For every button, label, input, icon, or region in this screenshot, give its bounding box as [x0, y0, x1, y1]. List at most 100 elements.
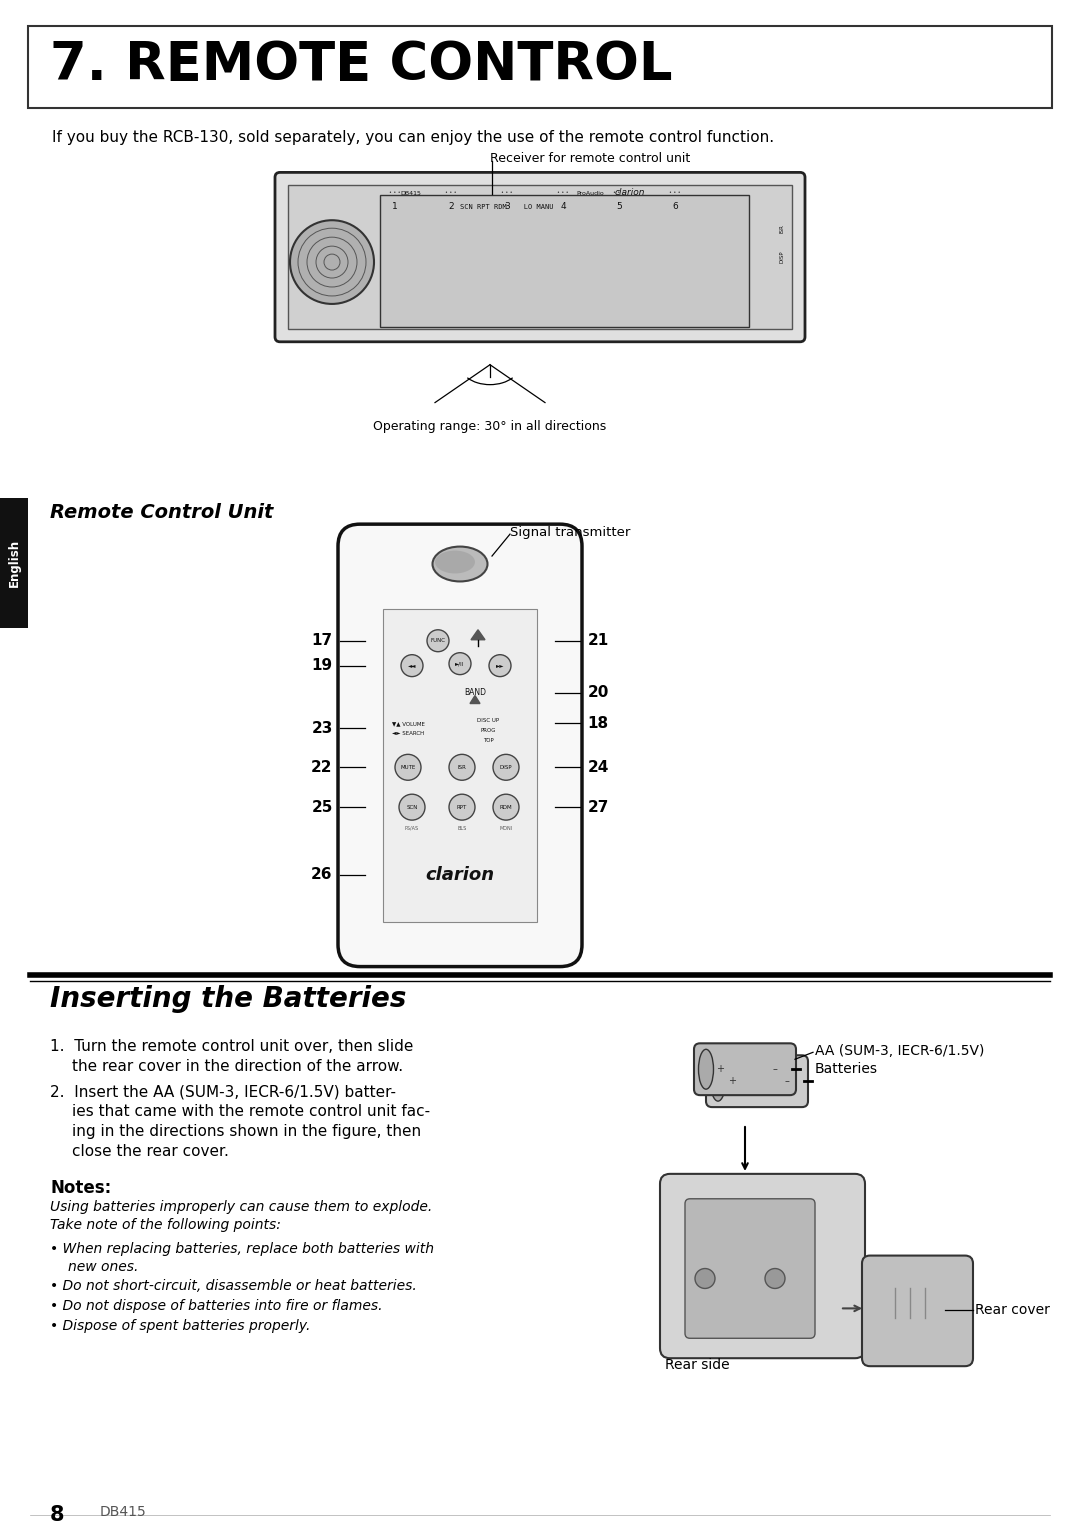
Text: ◄► SEARCH: ◄► SEARCH [392, 731, 424, 735]
Text: FUNC: FUNC [431, 638, 446, 644]
Ellipse shape [711, 1061, 726, 1101]
Text: ISR: ISR [458, 764, 467, 769]
Text: 23: 23 [311, 722, 333, 735]
Text: Take note of the following points:: Take note of the following points: [50, 1217, 281, 1232]
Text: Inserting the Batteries: Inserting the Batteries [50, 985, 406, 1012]
Text: AA (SUM-3, IECR-6/1.5V): AA (SUM-3, IECR-6/1.5V) [815, 1044, 984, 1058]
Text: close the rear cover.: close the rear cover. [72, 1144, 229, 1159]
FancyBboxPatch shape [338, 524, 582, 966]
Polygon shape [471, 630, 485, 639]
Text: BLS: BLS [457, 826, 467, 830]
Text: • • •: • • • [445, 190, 457, 196]
Text: • When replacing batteries, replace both batteries with: • When replacing batteries, replace both… [50, 1242, 434, 1255]
Text: • • •: • • • [670, 190, 680, 196]
FancyBboxPatch shape [0, 498, 28, 628]
Text: 26: 26 [311, 867, 333, 882]
Text: • • •: • • • [389, 190, 401, 196]
Text: –: – [772, 1064, 778, 1075]
Text: Batteries: Batteries [815, 1063, 878, 1076]
Text: 7. REMOTE CONTROL: 7. REMOTE CONTROL [50, 38, 673, 90]
Ellipse shape [699, 1049, 714, 1089]
FancyBboxPatch shape [694, 1043, 796, 1095]
Circle shape [492, 754, 519, 780]
Text: • Do not dispose of batteries into fire or flames.: • Do not dispose of batteries into fire … [50, 1300, 382, 1313]
Text: 3: 3 [504, 202, 510, 211]
Circle shape [427, 630, 449, 651]
Circle shape [449, 754, 475, 780]
Text: • Do not short-circuit, disassemble or heat batteries.: • Do not short-circuit, disassemble or h… [50, 1280, 417, 1294]
Text: Remote Control Unit: Remote Control Unit [50, 503, 273, 523]
Circle shape [399, 794, 426, 820]
Text: DISP: DISP [780, 251, 784, 263]
Text: Receiver for remote control unit: Receiver for remote control unit [490, 153, 690, 165]
Text: BAND: BAND [464, 688, 486, 697]
Circle shape [765, 1269, 785, 1289]
Circle shape [449, 794, 475, 820]
Text: 27: 27 [588, 800, 609, 815]
FancyBboxPatch shape [660, 1174, 865, 1358]
Polygon shape [470, 696, 480, 703]
Text: clarion: clarion [426, 865, 495, 884]
Text: 4: 4 [561, 202, 566, 211]
Circle shape [696, 1269, 715, 1289]
Text: 2: 2 [448, 202, 454, 211]
Text: 20: 20 [588, 685, 609, 700]
FancyBboxPatch shape [383, 609, 537, 922]
Text: 22: 22 [311, 760, 333, 775]
Text: clarion: clarion [615, 188, 645, 197]
Text: DISC UP: DISC UP [477, 719, 499, 723]
Text: Using batteries improperly can cause them to explode.: Using batteries improperly can cause the… [50, 1200, 432, 1214]
Text: 17: 17 [311, 633, 333, 648]
Text: MONI: MONI [499, 826, 513, 830]
Text: 1: 1 [392, 202, 397, 211]
Text: • Dispose of spent batteries properly.: • Dispose of spent batteries properly. [50, 1320, 310, 1333]
Text: • • •: • • • [501, 190, 513, 196]
Text: 1.  Turn the remote control unit over, then slide: 1. Turn the remote control unit over, th… [50, 1040, 414, 1055]
Text: DB415: DB415 [400, 191, 421, 196]
Text: –: – [784, 1076, 789, 1086]
FancyBboxPatch shape [862, 1255, 973, 1367]
Text: RPT: RPT [457, 804, 468, 810]
FancyBboxPatch shape [275, 173, 805, 342]
Text: ies that came with the remote control unit fac-: ies that came with the remote control un… [72, 1104, 430, 1119]
Text: +: + [728, 1076, 735, 1086]
Ellipse shape [432, 546, 487, 581]
Text: DISP: DISP [500, 764, 512, 769]
Text: TOP: TOP [483, 739, 494, 743]
Text: 6: 6 [672, 202, 678, 211]
Circle shape [492, 794, 519, 820]
Text: English: English [8, 538, 21, 587]
Text: 2.  Insert the AA (SUM-3, IECR-6/1.5V) batter-: 2. Insert the AA (SUM-3, IECR-6/1.5V) ba… [50, 1084, 396, 1099]
Text: the rear cover in the direction of the arrow.: the rear cover in the direction of the a… [72, 1060, 403, 1075]
Text: 19: 19 [311, 657, 333, 673]
Text: 18: 18 [588, 716, 608, 731]
Text: RDM: RDM [500, 804, 512, 810]
Text: Rear cover: Rear cover [975, 1303, 1050, 1318]
Text: ►►: ►► [496, 664, 504, 668]
Text: Signal transmitter: Signal transmitter [510, 526, 631, 540]
Ellipse shape [435, 550, 475, 573]
Text: ISR: ISR [780, 225, 784, 234]
Text: • • •: • • • [613, 190, 625, 196]
Text: If you buy the RCB-130, sold separately, you can enjoy the use of the remote con: If you buy the RCB-130, sold separately,… [52, 130, 774, 145]
Text: ◄◄: ◄◄ [408, 664, 416, 668]
Text: new ones.: new ones. [68, 1260, 138, 1274]
Circle shape [449, 653, 471, 674]
Text: Operating range: 30° in all directions: Operating range: 30° in all directions [374, 419, 607, 433]
FancyBboxPatch shape [380, 196, 750, 327]
Circle shape [489, 654, 511, 677]
Text: Notes:: Notes: [50, 1179, 111, 1197]
Text: 24: 24 [588, 760, 609, 775]
Text: SCN RPT RDM    LO MANU: SCN RPT RDM LO MANU [460, 205, 554, 211]
FancyBboxPatch shape [706, 1055, 808, 1107]
Text: PS/AS: PS/AS [405, 826, 419, 830]
Text: PROG: PROG [481, 728, 496, 732]
Text: ing in the directions shown in the figure, then: ing in the directions shown in the figur… [72, 1124, 421, 1139]
FancyBboxPatch shape [28, 26, 1052, 107]
Text: 8: 8 [50, 1505, 65, 1524]
Text: DB415: DB415 [100, 1505, 147, 1518]
FancyBboxPatch shape [288, 185, 792, 329]
Circle shape [291, 220, 374, 304]
Text: ProAudio: ProAudio [576, 191, 604, 196]
Text: • • •: • • • [557, 190, 569, 196]
